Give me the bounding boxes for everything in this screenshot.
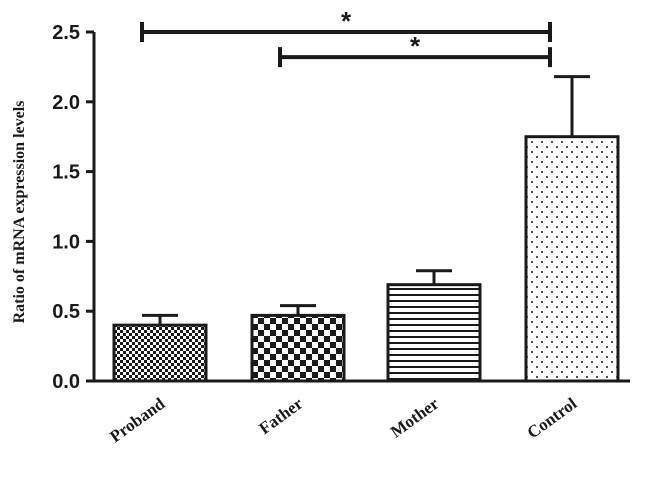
x-tick-label: Father	[255, 394, 306, 438]
x-tick-label: Proband	[106, 394, 169, 447]
y-tick-label: 2.0	[52, 92, 80, 114]
significance-label: *	[341, 6, 352, 36]
x-tick-label: Control	[524, 394, 581, 443]
y-axis-title: Ratio of mRNA expression levels	[11, 101, 28, 324]
y-tick-label: 1.5	[52, 162, 80, 184]
bar-mother	[386, 283, 482, 383]
y-tick-group: 0.0 0.5 1.0 1.5 2.0 2.5	[52, 22, 94, 393]
y-tick-label: 0.0	[52, 371, 80, 393]
significance-label: *	[410, 31, 421, 61]
bar-group	[112, 135, 620, 383]
bar-proband	[112, 323, 208, 383]
significance-group: **	[140, 6, 552, 68]
x-tick-label-group: Proband Father Mother Control	[106, 394, 580, 447]
bar-control	[524, 135, 620, 383]
y-tick-label: 2.5	[52, 22, 80, 44]
x-tick-label: Mother	[387, 394, 443, 442]
error-bar-group	[142, 75, 590, 326]
bar-father	[250, 313, 346, 383]
y-tick-label: 1.0	[52, 231, 80, 253]
y-tick-label: 0.5	[52, 301, 80, 323]
